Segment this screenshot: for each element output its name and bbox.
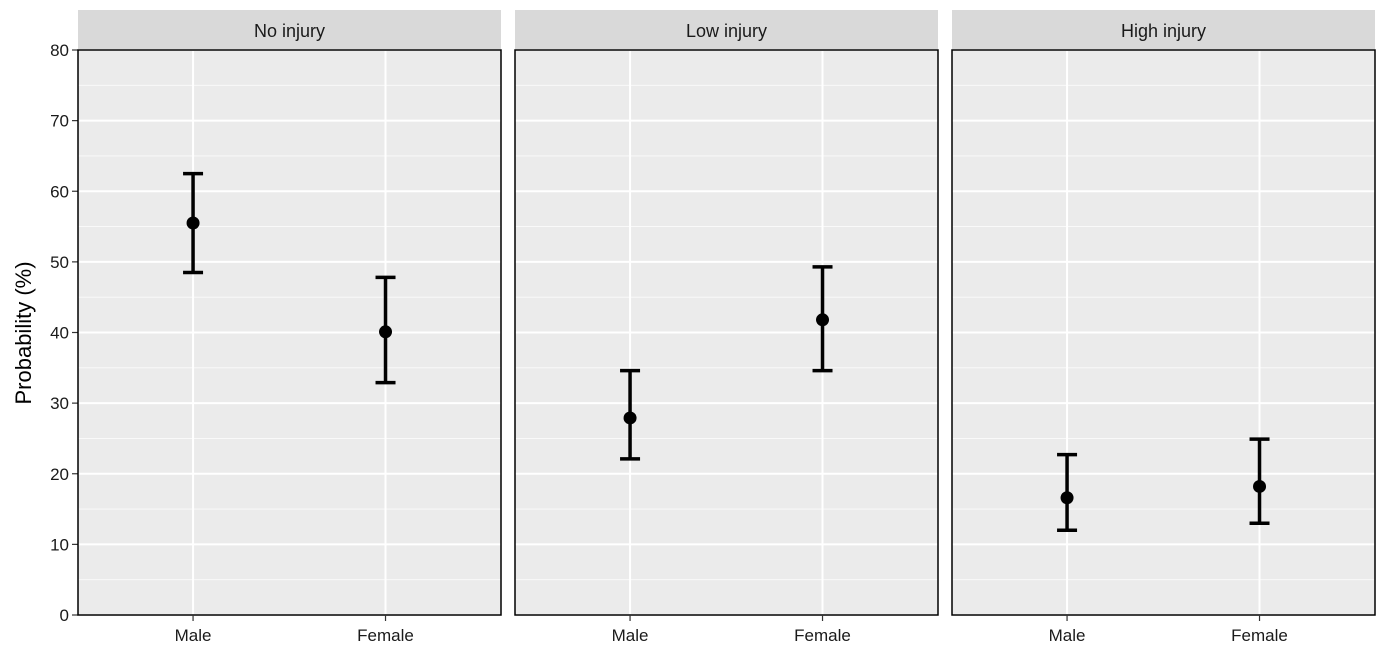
y-tick-label: 0 — [60, 606, 69, 625]
panel-border — [951, 49, 1376, 616]
x-tick-label: Male — [175, 626, 212, 645]
data-point-female — [816, 313, 830, 327]
data-point-male — [623, 411, 637, 425]
facet-strip — [952, 10, 1375, 50]
y-tick-label: 20 — [50, 465, 69, 484]
x-tick-label: Male — [612, 626, 649, 645]
panel-border — [514, 49, 939, 616]
x-tick-label: Female — [1231, 626, 1288, 645]
facet-strip — [78, 10, 501, 50]
y-tick-label: 50 — [50, 253, 69, 272]
facet-strip — [515, 10, 938, 50]
y-tick-label: 60 — [50, 182, 69, 201]
x-tick-label: Male — [1049, 626, 1086, 645]
y-axis: 0 10 20 30 40 50 60 70 80 — [50, 41, 78, 625]
facet-panel-low-injury: Low injury Male Female — [514, 10, 939, 645]
y-tick-label: 10 — [50, 535, 69, 554]
data-point-female — [1253, 479, 1267, 493]
y-axis-title: Probability (%) — [11, 261, 36, 404]
data-point-male — [186, 216, 200, 230]
facet-strip-label: No injury — [254, 21, 325, 41]
data-point-male — [1060, 491, 1074, 505]
panel-border — [77, 49, 502, 616]
facet-strip-label: Low injury — [686, 21, 767, 41]
x-tick-label: Female — [357, 626, 414, 645]
y-tick-label: 40 — [50, 324, 69, 343]
facet-panel-high-injury: High injury Male Female — [951, 10, 1376, 645]
y-tick-label: 70 — [50, 112, 69, 131]
y-tick-label: 30 — [50, 394, 69, 413]
x-tick-label: Female — [794, 626, 851, 645]
facet-panel-no-injury: No injury Male Female — [77, 10, 502, 645]
y-tick-label: 80 — [50, 41, 69, 60]
data-point-female — [379, 325, 393, 339]
facet-strip-label: High injury — [1121, 21, 1206, 41]
